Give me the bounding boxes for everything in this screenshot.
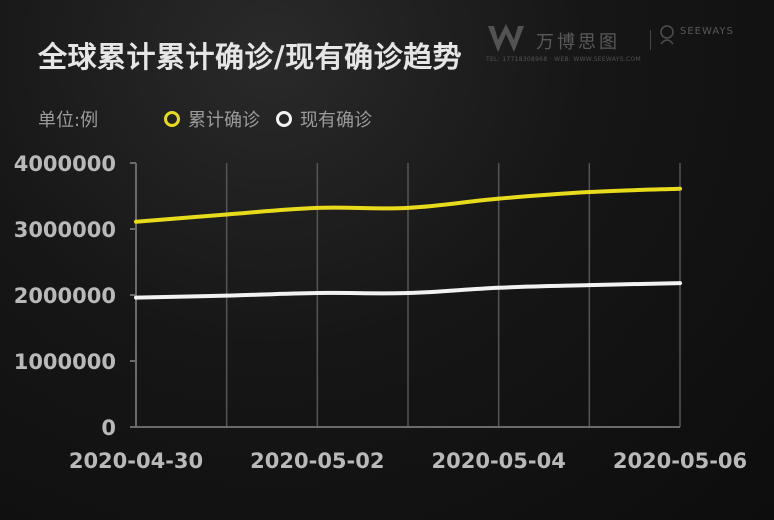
legend-label-cumulative: 累计确诊 — [188, 110, 260, 131]
data-point-current — [134, 295, 138, 300]
y-tick-label: 1000000 — [14, 350, 116, 374]
x-tick-label: 2020-04-30 — [69, 449, 203, 473]
data-point-cumulative — [406, 206, 410, 210]
brand-logo-icon — [488, 24, 524, 52]
label-layer: 0 1000000 2000000 3000000 4000000 2020-04-30 2… — [14, 152, 747, 473]
legend-item-cumulative: 累计确诊 — [164, 106, 260, 132]
y-tick-label: 4000000 — [14, 152, 116, 176]
series-layer — [134, 186, 682, 300]
x-tick-label: 2020-05-06 — [613, 449, 747, 473]
unit-label: 单位:例 — [38, 110, 99, 131]
legend: 累计确诊 现有确诊 — [164, 106, 388, 132]
data-point-cumulative — [496, 196, 501, 201]
axis-layer — [130, 162, 680, 428]
seeways-logo-icon — [660, 25, 674, 45]
legend-marker-cumulative — [164, 111, 180, 127]
chart-title: 全球累计累计确诊/现有确诊趋势 — [38, 40, 463, 74]
y-tick-label: 2000000 — [14, 284, 116, 308]
legend-label-current: 现有确诊 — [300, 110, 372, 131]
watermark: 万博思图 SEEWAYS TEL: 17718308968 · WEB: WWW… — [484, 18, 754, 70]
y-tick-label: 0 — [101, 416, 116, 440]
data-point-cumulative — [587, 190, 592, 194]
data-point-current — [678, 281, 682, 285]
data-point-current — [496, 285, 501, 290]
data-point-cumulative — [315, 206, 320, 210]
data-point-cumulative — [224, 212, 229, 217]
legend-marker-current — [276, 111, 292, 127]
legend-item-current: 现有确诊 — [276, 106, 372, 132]
data-point-cumulative — [134, 219, 138, 224]
x-tick-label: 2020-05-02 — [250, 449, 384, 473]
data-point-cumulative — [678, 186, 682, 191]
watermark-separator — [650, 30, 651, 50]
x-tick-label: 2020-05-04 — [432, 449, 566, 473]
watermark-contact: TEL: 17718308968 · WEB: WWW.SEEWAYS.COM — [486, 56, 642, 63]
data-point-current — [224, 293, 229, 298]
y-tick-label: 3000000 — [14, 218, 116, 242]
watermark-brand: 万博思图 — [536, 32, 620, 53]
data-point-current — [406, 291, 410, 295]
data-point-current — [587, 283, 592, 287]
data-point-current — [315, 291, 320, 295]
watermark-sub: SEEWAYS — [680, 26, 734, 37]
